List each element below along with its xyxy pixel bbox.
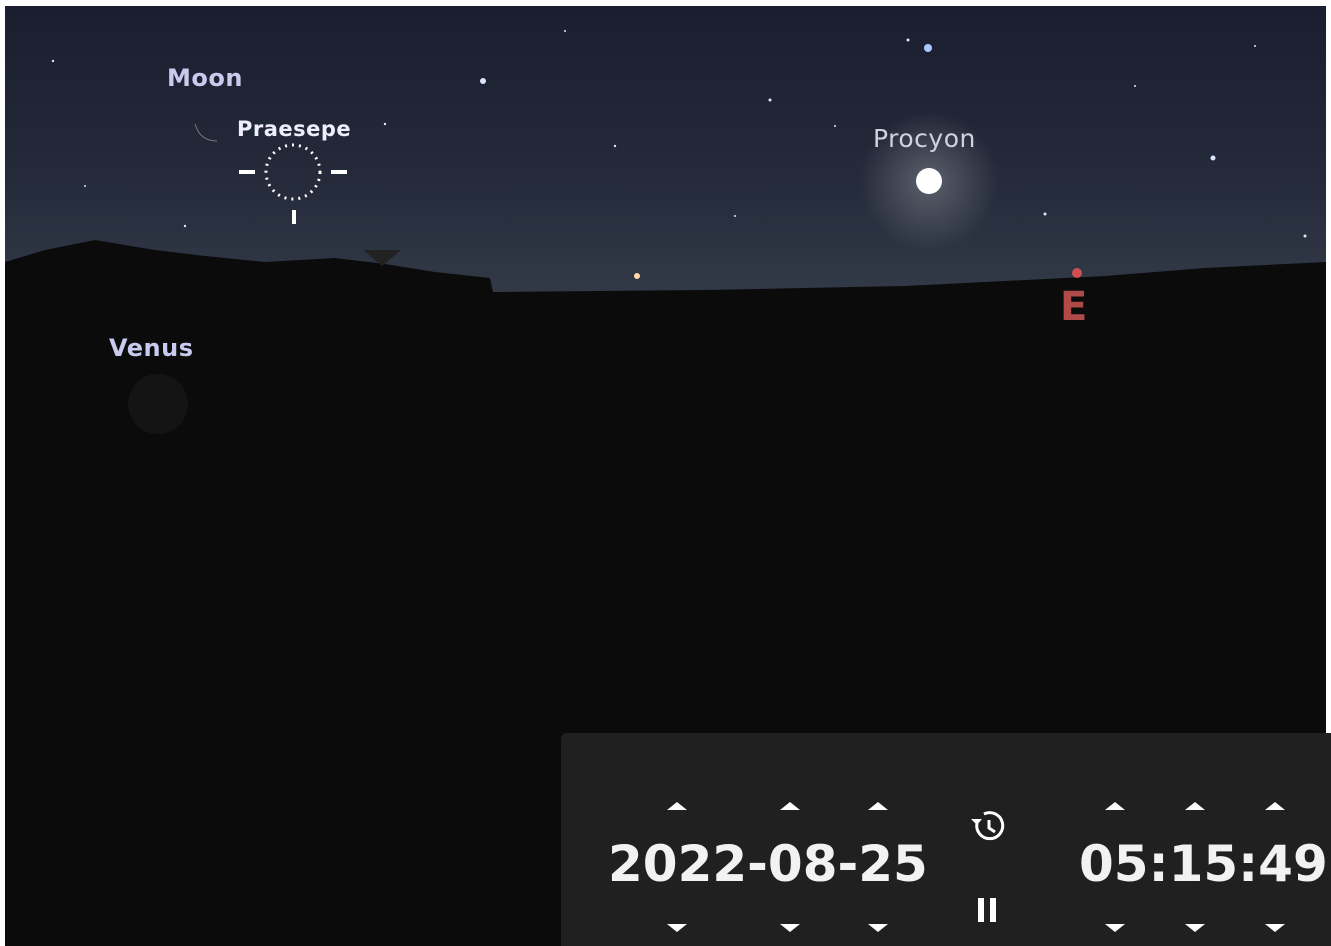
second-up[interactable] bbox=[1265, 802, 1285, 810]
day-up[interactable] bbox=[868, 802, 888, 810]
venus-label[interactable]: Venus bbox=[109, 334, 194, 362]
venus-disk bbox=[128, 374, 188, 434]
page: Moon Praesepe Procyon Venus E 2022-08-25… bbox=[0, 0, 1331, 946]
month-up[interactable] bbox=[780, 802, 800, 810]
date-display[interactable]: 2022-08-25 bbox=[608, 835, 928, 893]
month-down[interactable] bbox=[780, 924, 800, 932]
second-down[interactable] bbox=[1265, 924, 1285, 932]
reset-time-button[interactable] bbox=[971, 813, 1003, 839]
procyon-star bbox=[916, 168, 942, 194]
compass-label: E bbox=[1060, 284, 1088, 330]
time-panel: 2022-08-25 05:15:49 bbox=[561, 733, 1331, 946]
praesepe-label[interactable]: Praesepe bbox=[237, 117, 351, 141]
minute-down[interactable] bbox=[1185, 924, 1205, 932]
procyon-label[interactable]: Procyon bbox=[873, 124, 976, 153]
compass-dot bbox=[1072, 268, 1082, 278]
hour-up[interactable] bbox=[1105, 802, 1125, 810]
minute-up[interactable] bbox=[1185, 802, 1205, 810]
time-display[interactable]: 05:15:49 bbox=[1079, 835, 1328, 893]
year-down[interactable] bbox=[667, 924, 687, 932]
year-up[interactable] bbox=[667, 802, 687, 810]
hour-down[interactable] bbox=[1105, 924, 1125, 932]
day-down[interactable] bbox=[868, 924, 888, 932]
moon-label[interactable]: Moon bbox=[167, 64, 243, 92]
pause-button[interactable] bbox=[978, 898, 996, 922]
